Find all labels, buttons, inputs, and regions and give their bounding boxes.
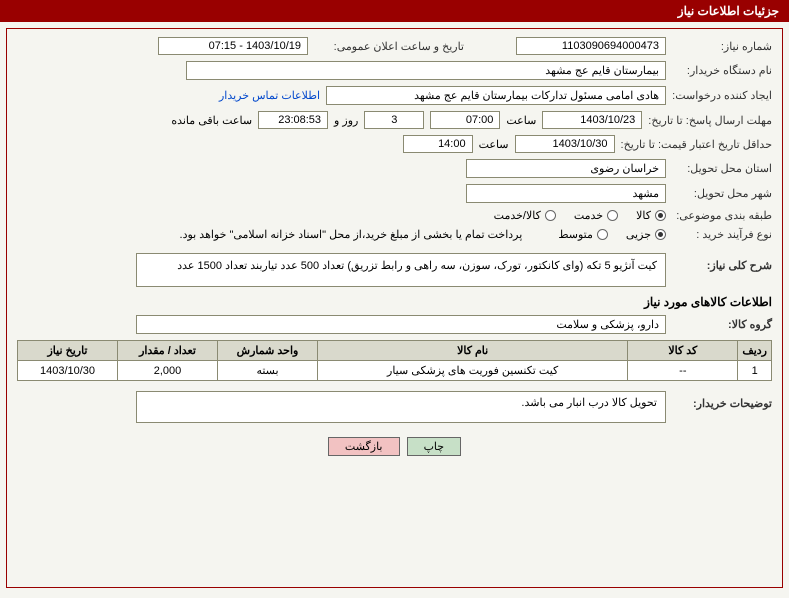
price-valid-time: 14:00 [403,135,473,153]
th-qty: تعداد / مقدار [118,341,218,361]
th-code: کد کالا [628,341,738,361]
city-value: مشهد [466,184,666,203]
radio-jozi[interactable]: جزیی [626,228,666,241]
payment-note: پرداخت تمام یا بخشی از مبلغ خرید،از محل … [180,228,523,241]
td-unit: بسته [218,361,318,381]
remaining-suffix: ساعت باقی مانده [171,114,252,127]
announce-value: 1403/10/19 - 07:15 [158,37,308,55]
goods-group-label: گروه کالا: [672,318,772,331]
time-remaining: 23:08:53 [258,111,328,129]
td-qty: 2,000 [118,361,218,381]
announce-label: تاریخ و ساعت اعلان عمومی: [314,40,464,53]
buyer-notes: تحویل کالا درب انبار می باشد. [136,391,666,423]
requester-label: ایجاد کننده درخواست: [672,89,772,102]
td-name: کیت تکنسین فوریت های پزشکی سیار [318,361,628,381]
requester-value: هادی امامی مسئول تدارکات بیمارستان قایم … [326,86,666,105]
reply-deadline-label: مهلت ارسال پاسخ: تا تاریخ: [648,114,772,127]
table-row: 1 -- کیت تکنسین فوریت های پزشکی سیار بست… [18,361,772,381]
process-label: نوع فرآیند خرید : [672,228,772,241]
panel-title: جزئیات اطلاعات نیاز [678,4,779,18]
td-date: 1403/10/30 [18,361,118,381]
subject-class-radios: کالا خدمت کالا/خدمت [494,209,666,222]
radio-motavaset[interactable]: متوسط [558,228,608,241]
goods-group-value: دارو، پزشکی و سلامت [136,315,666,334]
radio-kala[interactable]: کالا [636,209,666,222]
radio-khadamat[interactable]: خدمت [574,209,618,222]
goods-table: ردیف کد کالا نام کالا واحد شمارش تعداد /… [17,340,772,381]
buyer-notes-label: توضیحات خریدار: [672,391,772,410]
city-label: شهر محل تحویل: [672,187,772,200]
th-name: نام کالا [318,341,628,361]
buyer-contact-link[interactable]: اطلاعات تماس خریدار [219,89,320,102]
td-code: -- [628,361,738,381]
overall-desc-label: شرح کلی نیاز: [672,253,772,272]
process-radios: جزیی متوسط [558,228,666,241]
days-remaining: 3 [364,111,424,129]
province-label: استان محل تحویل: [672,162,772,175]
subject-class-label: طبقه بندی موضوعی: [672,209,772,222]
saat-label-1: ساعت [506,114,536,127]
province-value: خراسان رضوی [466,159,666,178]
rooz-va-label: روز و [334,114,358,127]
print-button[interactable]: چاپ [407,437,462,456]
reply-deadline-time: 07:00 [430,111,500,129]
panel-header: جزئیات اطلاعات نیاز [0,0,789,22]
th-row: ردیف [738,341,772,361]
th-date: تاریخ نیاز [18,341,118,361]
need-no-value: 1103090694000473 [516,37,666,55]
buyer-org-value: بیمارستان قایم عج مشهد [186,61,666,80]
radio-kala-khadamat[interactable]: کالا/خدمت [494,209,556,222]
price-valid-date: 1403/10/30 [515,135,615,153]
td-row: 1 [738,361,772,381]
reply-deadline-date: 1403/10/23 [542,111,642,129]
need-no-label: شماره نیاز: [672,40,772,53]
main-frame: شماره نیاز: 1103090694000473 تاریخ و ساع… [6,28,783,588]
back-button[interactable]: بازگشت [328,437,400,456]
saat-label-2: ساعت [479,138,509,151]
button-row: چاپ بازگشت [17,437,772,456]
overall-desc: کیت آنژیو 5 تکه (وای کانکتور، تورک، سوزن… [136,253,666,287]
price-valid-label: حداقل تاریخ اعتبار قیمت: تا تاریخ: [621,138,772,151]
table-header-row: ردیف کد کالا نام کالا واحد شمارش تعداد /… [18,341,772,361]
goods-section-title: اطلاعات کالاهای مورد نیاز [17,295,772,309]
buyer-org-label: نام دستگاه خریدار: [672,64,772,77]
th-unit: واحد شمارش [218,341,318,361]
